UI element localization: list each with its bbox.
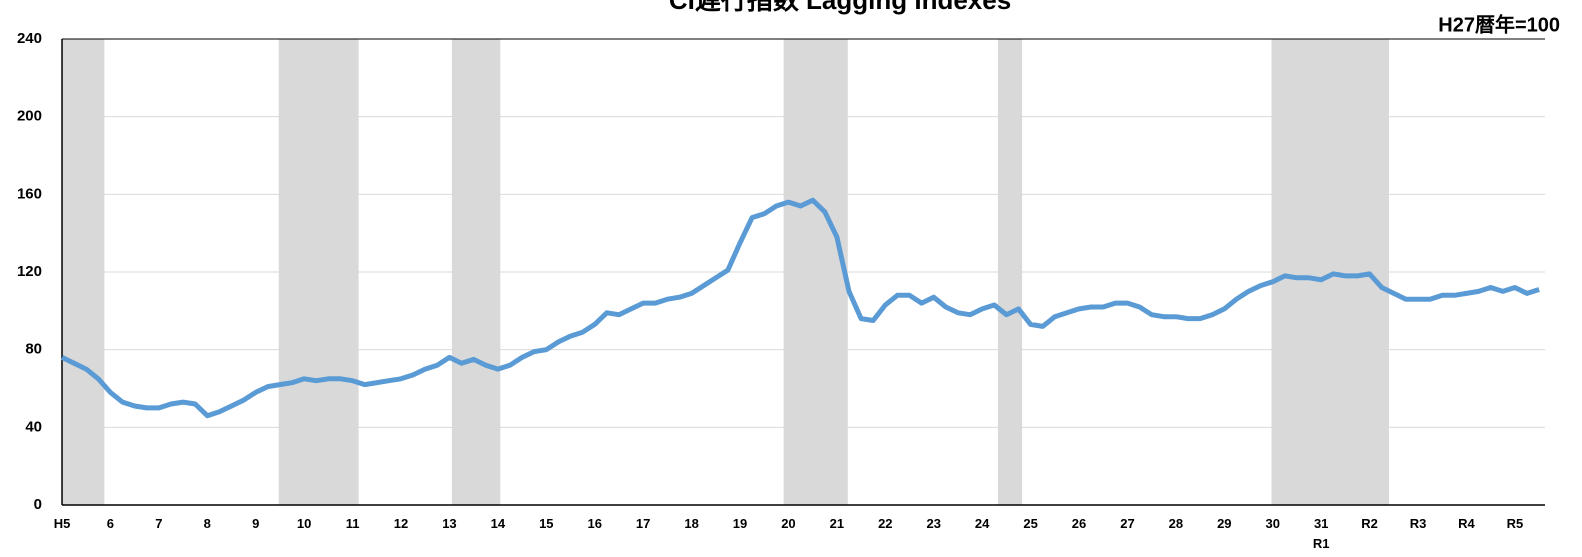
- x-tick-label: H5: [53, 516, 71, 531]
- x-tick-label: 19: [732, 516, 748, 531]
- y-tick-label: 40: [25, 418, 42, 435]
- x-tick-label: 28: [1168, 516, 1184, 531]
- y-tick-label: 0: [34, 496, 42, 513]
- x-tick-label: 17: [635, 516, 651, 531]
- x-tick-label: 13: [442, 516, 457, 531]
- x-tick-label: 16: [587, 516, 602, 531]
- x-tick-label: 31 R1: [1312, 516, 1330, 551]
- x-tick-label: 12: [393, 516, 409, 531]
- chart-title: CI遅行指数 Lagging Indexes: [669, 0, 1011, 15]
- x-tick-label: 26: [1071, 516, 1087, 531]
- y-tick-label: 240: [17, 30, 42, 47]
- x-tick-label: 22: [878, 516, 893, 531]
- x-tick-label: R4: [1458, 516, 1475, 531]
- x-tick-label: 30: [1265, 516, 1280, 531]
- x-tick-label: 15: [539, 516, 554, 531]
- x-tick-label: 25: [1023, 516, 1038, 531]
- unit-note: H27暦年=100: [1438, 12, 1560, 36]
- x-tick-label: 23: [926, 516, 941, 531]
- x-tick-label: 20: [781, 516, 796, 531]
- x-tick-label: 10: [296, 516, 312, 531]
- x-tick-label: 21: [829, 516, 845, 531]
- data-line: [60, 197, 1540, 419]
- y-tick-label: 160: [17, 185, 42, 202]
- x-tick-label: 27: [1120, 516, 1135, 531]
- x-tick-label: 11: [345, 516, 360, 531]
- y-tick-label: 80: [25, 341, 42, 358]
- x-tick-label: 24: [974, 516, 990, 531]
- x-tick-label: R5: [1506, 516, 1524, 531]
- x-tick-label: 29: [1217, 516, 1232, 531]
- y-tick-label: 200: [17, 108, 42, 125]
- x-tick-label: 9: [252, 516, 260, 531]
- y-tick-label: 120: [17, 263, 42, 280]
- x-tick-label: 6: [106, 516, 115, 531]
- x-tick-label: 14: [490, 516, 506, 531]
- x-tick-label: 8: [203, 516, 211, 531]
- x-tick-label: 18: [684, 516, 699, 531]
- x-tick-label: R2: [1361, 516, 1378, 531]
- x-tick-label: R3: [1409, 516, 1427, 531]
- x-tick-label: 7: [155, 516, 163, 531]
